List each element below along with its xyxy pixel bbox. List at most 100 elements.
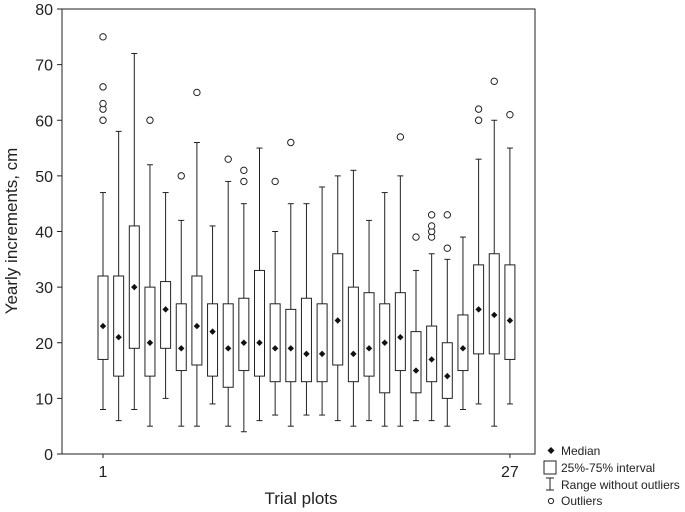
box-plot-14 [300,203,312,416]
median-marker [287,345,294,352]
median-marker [193,322,201,330]
iqr-box [363,292,375,377]
iqr-box [254,269,265,377]
outlier-point [99,83,107,91]
median-marker [318,350,326,358]
box-plot-16 [332,175,344,422]
box-plot-19 [379,192,391,427]
box-plot-9 [222,155,234,427]
box-plot-21 [410,233,422,422]
outlier-point [240,166,248,175]
y-tick-label: 70 [35,58,53,75]
y-tick-label: 20 [35,336,53,353]
median-marker [209,328,216,335]
box-plot-1 [97,33,109,410]
y-axis: 0 10 20 30 40 50 60 70 80 [35,2,62,464]
iqr-box [316,303,328,383]
legend-whisker-marker [546,477,554,491]
outlier-point [99,99,107,108]
outlier-point [146,116,154,124]
box-plot-27 [504,110,516,405]
box-plot-3 [128,53,140,410]
outlier-point [271,177,279,186]
iqr-box [207,303,219,377]
iqr-box [191,275,203,366]
x-tick-label: 1 [99,464,108,481]
iqr-box [175,303,187,372]
y-tick-label: 60 [35,113,53,130]
box-series [97,33,516,433]
iqr-box [238,297,250,372]
x-tick-label: 27 [501,464,519,481]
median-marker [475,306,482,313]
outlier-point [193,88,201,97]
iqr-box [379,303,391,394]
y-tick-label: 50 [35,169,53,186]
y-tick-label: 10 [35,391,53,408]
median-marker [115,333,122,341]
box-plot-2 [113,130,125,422]
outlier-point [474,105,483,113]
median-marker [381,339,388,346]
legend-outlier-label: Outliers [561,494,602,508]
median-marker [256,339,263,346]
outlier-point [427,222,436,230]
outlier-point [474,116,483,124]
box-plot-23 [441,211,453,427]
iqr-box [488,253,500,355]
median-marker [412,367,420,374]
iqr-box [300,297,312,383]
median-marker [350,350,357,358]
median-marker [397,333,404,341]
box-plot-6 [175,172,187,427]
box-plot-8 [207,225,219,405]
outlier-point [224,155,232,163]
median-marker [444,372,451,380]
iqr-box [160,281,172,349]
box-plot-7 [191,88,203,427]
y-tick-label: 40 [35,225,53,242]
outlier-point [396,133,405,141]
legend-box-label: 25%-75% interval [561,461,655,475]
box-plot-13 [285,138,297,427]
box-plot-25 [473,105,485,405]
outlier-point [506,110,514,119]
legend-outlier-marker [547,497,555,505]
iqr-box [394,292,406,372]
y-tick-label: 30 [35,280,53,297]
x-axis-title: Trial plots [264,489,337,508]
median-marker [146,339,154,346]
median-marker [428,356,435,363]
box-plot-15 [316,186,328,416]
x-axis: 1 27 [99,454,519,481]
iqr-box [113,275,125,377]
iqr-box [504,264,516,360]
box-plot-17 [347,169,359,427]
box-plot-4 [144,116,156,427]
y-tick-label: 80 [35,2,53,19]
box-plot-10 [238,166,250,433]
outlier-point [99,116,107,124]
iqr-box [97,275,109,360]
iqr-box [426,325,438,383]
median-marker [506,317,514,324]
median-marker [240,339,248,346]
iqr-box [269,303,281,383]
median-marker [334,317,341,324]
iqr-box [410,331,422,394]
median-marker [365,345,373,352]
outlier-point [240,177,248,186]
iqr-box [347,286,359,383]
legend-median-marker [547,447,555,454]
box-plot-5 [160,192,172,399]
legend: Median 25%-75% interval Range without ou… [543,444,680,508]
median-marker [303,350,310,358]
median-marker [459,345,467,352]
legend-median-label: Median [561,444,600,458]
median-marker [271,345,279,352]
outlier-point [177,172,185,180]
box-plot-12 [269,177,281,416]
median-marker [491,311,498,319]
legend-box-marker [543,460,557,475]
